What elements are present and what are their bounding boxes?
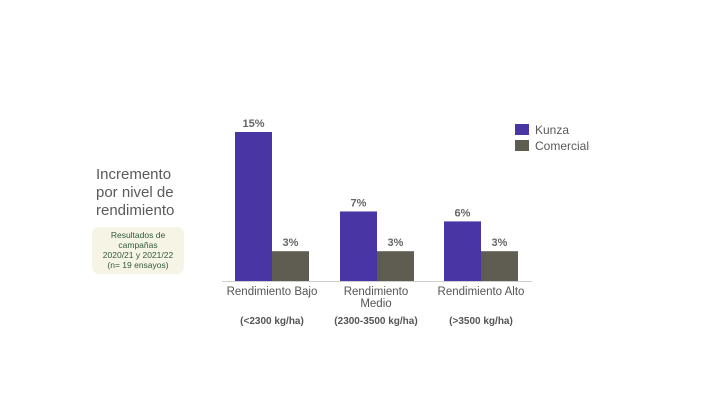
campaign-note-badge: Resultados de campañas 2020/21 y 2021/22…	[92, 227, 184, 274]
bar-kunza-0	[235, 132, 272, 281]
note-line-1: Resultados de	[110, 230, 166, 240]
bar-comercial-2	[481, 251, 518, 281]
data-label-kunza-2: 6%	[455, 207, 471, 219]
category-range-label-1: (2300-3500 kg/ha)	[334, 316, 417, 327]
legend-swatch-comercial	[515, 140, 529, 151]
data-label-kunza-1: 7%	[351, 197, 367, 209]
note-line-3: 2020/21 y 2021/22	[102, 250, 174, 260]
category-range-label-0: (<2300 kg/ha)	[240, 316, 304, 327]
side-title-line-3: rendimiento	[96, 202, 175, 219]
category-label-1-line-1: Medio	[360, 298, 391, 310]
data-label-kunza-0: 15%	[242, 118, 264, 130]
legend-swatch-kunza	[515, 124, 529, 135]
bar-kunza-1	[340, 211, 377, 281]
side-title-line-2: por nivel de	[96, 184, 174, 201]
legend-label-kunza: Kunza	[535, 123, 569, 137]
chart-side-title: Incremento por nivel de rendimiento	[96, 166, 236, 220]
bar-comercial-1	[377, 251, 414, 281]
legend-label-comercial: Comercial	[535, 139, 589, 153]
category-range-label-2: (>3500 kg/ha)	[449, 316, 513, 327]
note-line-2: campañas	[118, 240, 158, 250]
bar-comercial-0	[272, 251, 309, 281]
note-line-4: (n= 19 ensayos)	[107, 260, 169, 270]
category-label-0-line-0: Rendimiento Bajo	[227, 286, 318, 298]
data-label-comercial-1: 3%	[388, 237, 404, 249]
category-label-2-line-0: Rendimiento Alto	[438, 286, 525, 298]
category-label-1-line-0: Rendimiento	[344, 286, 409, 298]
data-label-comercial-2: 3%	[492, 237, 508, 249]
bar-kunza-2	[444, 221, 481, 281]
data-label-comercial-0: 3%	[283, 237, 299, 249]
side-title-line-1: Incremento	[96, 166, 172, 183]
